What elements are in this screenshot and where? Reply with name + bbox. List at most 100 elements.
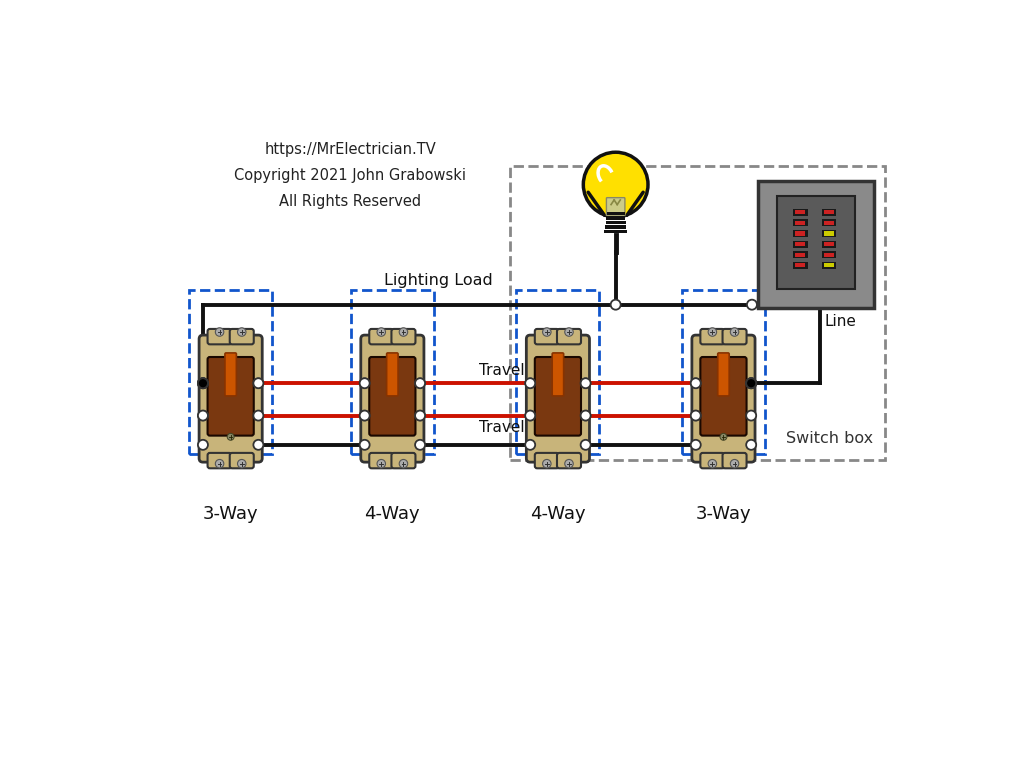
Circle shape [377,459,385,468]
Circle shape [399,328,408,336]
FancyBboxPatch shape [557,329,581,344]
Text: Traveler: Traveler [478,420,540,435]
Bar [516,290,599,454]
Circle shape [565,328,573,336]
FancyBboxPatch shape [723,329,746,344]
Bar [824,231,834,236]
Circle shape [584,152,648,217]
FancyBboxPatch shape [535,453,559,468]
Circle shape [525,411,536,421]
FancyBboxPatch shape [700,329,724,344]
Text: 3-Way: 3-Way [695,505,752,523]
FancyBboxPatch shape [387,353,398,396]
Circle shape [746,378,756,389]
FancyBboxPatch shape [208,329,231,344]
Text: 3-Way: 3-Way [203,505,258,523]
Bar [796,263,806,267]
FancyBboxPatch shape [526,335,590,462]
Circle shape [253,411,263,421]
FancyBboxPatch shape [552,353,563,396]
Circle shape [610,300,621,310]
Bar [821,230,837,237]
Bar [796,231,806,236]
Text: Line: Line [824,314,856,329]
Circle shape [543,459,551,468]
Circle shape [359,411,370,421]
Circle shape [399,459,408,468]
FancyBboxPatch shape [370,453,393,468]
FancyBboxPatch shape [557,453,581,468]
Bar [821,262,837,269]
Circle shape [415,440,425,450]
FancyBboxPatch shape [718,353,729,396]
Circle shape [691,411,700,421]
Circle shape [581,411,591,421]
Circle shape [359,378,370,389]
Bar [605,225,627,229]
Circle shape [746,300,757,310]
Circle shape [746,440,756,450]
Circle shape [253,378,263,389]
Circle shape [415,378,425,389]
FancyBboxPatch shape [535,357,581,435]
Circle shape [253,378,263,389]
Circle shape [709,459,717,468]
Circle shape [238,328,246,336]
Circle shape [691,440,700,450]
Circle shape [746,378,756,389]
Circle shape [215,459,224,468]
Text: Lighting Load: Lighting Load [384,273,493,288]
Circle shape [238,459,246,468]
FancyBboxPatch shape [606,197,625,216]
Bar [794,220,808,227]
Circle shape [377,328,385,336]
Bar [821,251,837,258]
Circle shape [746,411,756,421]
Bar [824,210,834,214]
Circle shape [730,459,738,468]
FancyBboxPatch shape [391,453,416,468]
Bar [821,209,837,216]
Bar [824,253,834,257]
Circle shape [525,378,536,389]
FancyBboxPatch shape [370,357,416,435]
Bar [821,240,837,248]
Circle shape [359,440,370,450]
FancyBboxPatch shape [700,357,746,435]
Circle shape [198,411,208,421]
Bar [796,210,806,214]
Circle shape [691,411,700,421]
Bar [794,230,808,237]
Bar [351,290,434,454]
Bar [794,262,808,269]
Circle shape [359,411,370,421]
Circle shape [198,411,208,421]
Text: 4-Way: 4-Way [530,505,586,523]
Circle shape [581,378,591,389]
Circle shape [198,378,208,389]
Circle shape [730,328,738,336]
Circle shape [581,378,591,389]
Bar [824,242,834,247]
Polygon shape [588,192,643,215]
Circle shape [253,440,263,450]
Bar [606,217,625,220]
Circle shape [746,378,756,389]
Bar [607,212,625,215]
Text: 4-Way: 4-Way [365,505,420,523]
Bar [189,290,272,454]
Bar [794,240,808,248]
Circle shape [691,378,700,389]
Circle shape [415,378,425,389]
Circle shape [581,440,591,450]
Circle shape [746,378,756,389]
Bar [776,196,855,289]
Text: Switch box: Switch box [786,432,873,446]
Circle shape [415,411,425,421]
Bar [796,221,806,225]
Bar [510,166,885,460]
Circle shape [525,411,536,421]
Circle shape [581,411,591,421]
FancyBboxPatch shape [391,329,416,344]
Text: Traveler: Traveler [478,363,540,379]
